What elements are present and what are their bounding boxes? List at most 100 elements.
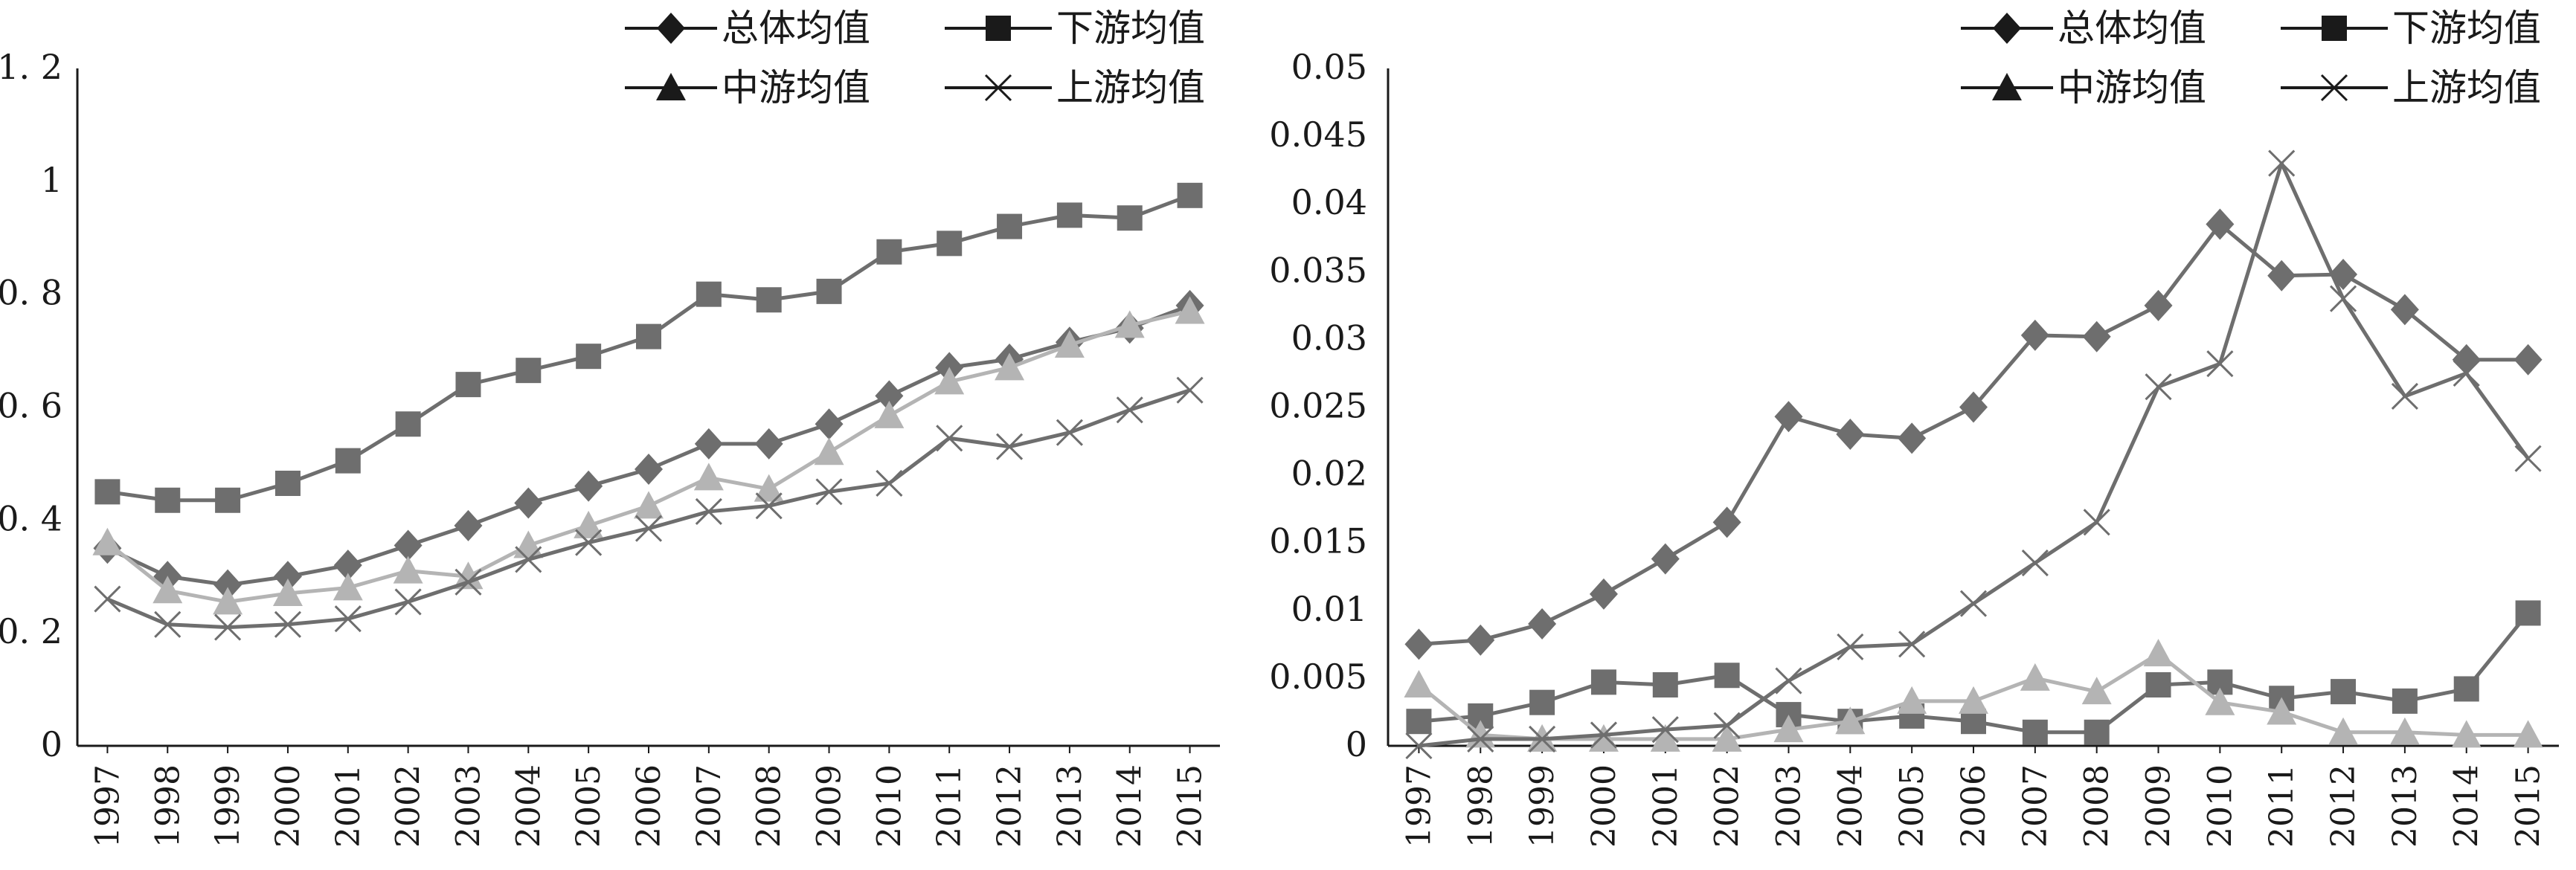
y-tick-label: 1. 2 — [0, 47, 62, 87]
data-point-downstream — [1117, 205, 1143, 231]
legend-marker-upstream — [984, 74, 1012, 102]
data-point-upstream — [1056, 419, 1083, 446]
x-tick-label: 2002 — [1709, 764, 1747, 848]
data-point-overall — [2082, 320, 2111, 352]
data-point-upstream — [2514, 445, 2542, 472]
data-point-midstream — [272, 579, 303, 607]
x-tick-label: 2012 — [991, 764, 1029, 848]
data-point-midstream — [1114, 310, 1145, 338]
data-point-upstream — [1116, 396, 1143, 424]
left-chart: 0 0. 2 0. 4 0. 6 0. 8 1 1. 2 1997 1998 1999 2000 20… — [0, 7, 1220, 848]
legend-label-midstream: 中游均值 — [722, 66, 870, 109]
data-point-midstream — [1588, 724, 1619, 752]
data-point-downstream — [1529, 689, 1555, 715]
data-point-overall — [1404, 628, 1433, 660]
data-point-upstream — [2453, 359, 2480, 387]
data-point-downstream — [1177, 182, 1203, 208]
legend-label-overall: 总体均值 — [2058, 7, 2206, 50]
data-point-midstream — [1054, 329, 1085, 358]
y-tick-label: 0. 4 — [0, 498, 62, 538]
y-tick-label: 0.02 — [1291, 454, 1367, 494]
data-point-midstream — [754, 474, 784, 502]
data-point-downstream — [576, 344, 602, 370]
x-tick-label: 2010 — [2201, 764, 2239, 848]
data-point-overall — [1898, 422, 1927, 454]
x-tick-label: 2003 — [449, 764, 487, 848]
legend-label-downstream: 下游均值 — [2392, 7, 2541, 50]
data-point-downstream — [997, 213, 1023, 239]
x-tick-label: 2001 — [330, 764, 367, 848]
data-point-midstream — [2205, 687, 2235, 715]
series-overall — [1404, 208, 2543, 660]
y-tick-label: 0. 8 — [0, 273, 62, 313]
right-chart: 0 0.005 0.01 0.015 0.02 0.025 0.03 0.035 0.04 0.0… — [1269, 7, 2559, 848]
y-tick-label: 0.04 — [1291, 182, 1367, 222]
data-point-midstream — [1835, 706, 1866, 735]
data-point-midstream — [2267, 697, 2297, 725]
data-point-upstream — [334, 605, 362, 633]
data-point-upstream — [1467, 725, 1494, 753]
data-point-overall — [333, 550, 362, 581]
data-point-overall — [635, 454, 663, 486]
data-point-downstream — [696, 281, 722, 307]
data-point-midstream — [874, 400, 905, 428]
legend-item-midstream: 中游均值 — [625, 66, 870, 109]
data-point-upstream — [455, 568, 482, 596]
legend-item-overall: 总体均值 — [1961, 7, 2206, 50]
x-tick-label: 2007 — [690, 764, 728, 848]
series-midstream — [1404, 639, 2543, 752]
data-point-upstream — [394, 588, 422, 616]
data-point-midstream — [1959, 686, 1988, 714]
data-point-midstream — [1404, 670, 1434, 698]
x-tick-label: 1999 — [1523, 764, 1561, 848]
y-tick-label: 1 — [41, 160, 62, 200]
y-tick-label: 0 — [1346, 724, 1367, 764]
data-point-midstream — [2513, 720, 2543, 748]
data-point-overall — [2514, 344, 2543, 376]
x-tick-label: 2012 — [2325, 764, 2363, 848]
data-point-upstream — [1590, 721, 1618, 749]
series-upstream — [94, 376, 1204, 641]
x-tick-label: 2008 — [2078, 764, 2116, 848]
data-point-downstream — [2145, 672, 2171, 698]
data-point-overall — [273, 561, 302, 593]
x-tick-label: 2009 — [2140, 764, 2178, 848]
legend-marker-downstream — [2322, 16, 2347, 41]
legend-item-midstream: 中游均值 — [1961, 66, 2206, 109]
series-downstream — [1406, 600, 2541, 745]
legend-marker-overall — [657, 13, 685, 44]
y-tick-label: 0.05 — [1291, 47, 1367, 87]
series-line-upstream — [1419, 161, 2530, 748]
legend-marker-downstream — [986, 16, 1011, 41]
x-tick-label: 2006 — [1955, 764, 1993, 848]
data-point-midstream — [634, 491, 664, 519]
x-tick-label: 2004 — [1831, 764, 1869, 848]
legend-item-upstream: 上游均值 — [945, 66, 1205, 109]
data-point-overall — [454, 509, 483, 541]
x-tick-label: 1997 — [1400, 764, 1438, 848]
data-point-downstream — [1714, 663, 1740, 689]
legend-marker-midstream — [1992, 73, 2022, 100]
data-point-midstream — [2389, 717, 2420, 745]
data-point-downstream — [2453, 676, 2479, 702]
legend-item-overall: 总体均值 — [625, 7, 870, 50]
data-point-midstream — [2328, 717, 2359, 745]
data-point-overall — [514, 487, 543, 519]
data-point-upstream — [936, 425, 963, 452]
legend-marker-upstream — [2320, 74, 2348, 102]
data-point-downstream — [2392, 688, 2418, 714]
data-point-overall — [1589, 578, 1618, 610]
data-point-upstream — [1651, 716, 1679, 744]
data-point-overall — [1959, 391, 1988, 423]
legend-label-midstream: 中游均值 — [2058, 66, 2206, 109]
data-point-upstream — [2391, 382, 2418, 410]
data-point-overall — [694, 428, 723, 460]
data-point-upstream — [154, 610, 182, 638]
data-point-upstream — [1529, 725, 1556, 753]
data-point-downstream — [2515, 600, 2541, 626]
x-tick-label: 2013 — [1051, 764, 1089, 848]
data-point-upstream — [755, 492, 783, 520]
x-tick-label: 2000 — [269, 764, 307, 848]
